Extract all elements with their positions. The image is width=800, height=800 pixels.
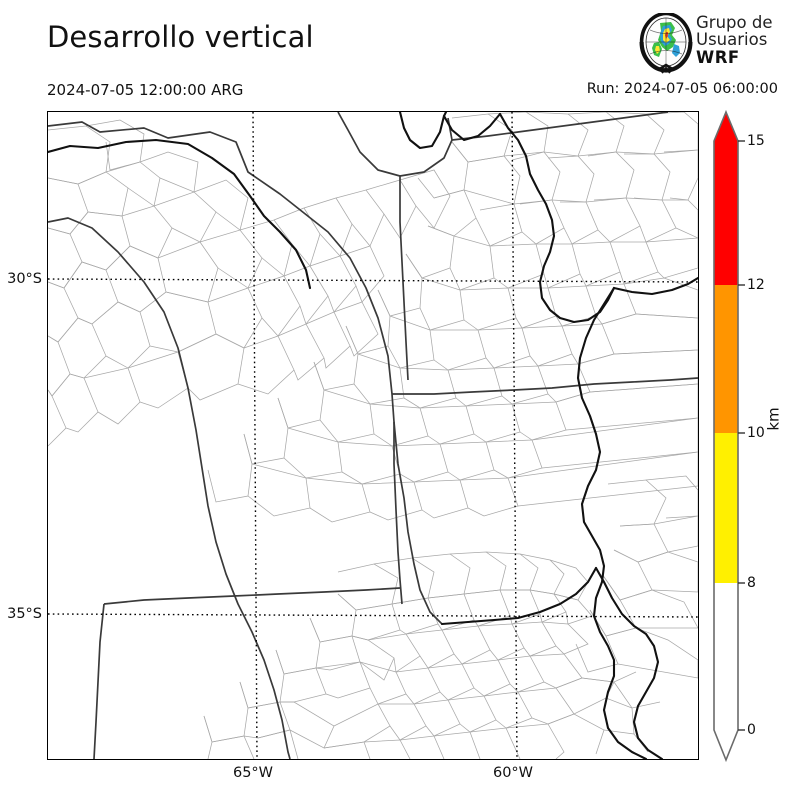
colorbar-tick-10: 10: [747, 425, 765, 441]
axis-label-lat-30S: 30°S: [7, 271, 42, 287]
colorbar-graphic: [713, 109, 745, 763]
colorbar-tick-0: 0: [747, 722, 756, 738]
logo-line-3: WRF: [696, 47, 740, 67]
colorbar-segment-red: [714, 141, 738, 285]
graticule-lat-30S: [48, 278, 698, 283]
axis-label-lat-35S: 35°S: [7, 606, 42, 622]
logo-line-2: Usuarios: [696, 30, 768, 50]
province-boundaries: [48, 112, 698, 759]
colorbar[interactable]: 15 12 10 8 0: [700, 108, 800, 768]
country-borders-coastline: [48, 112, 698, 759]
globe-emblem-icon: [639, 13, 693, 74]
logo-line-1: Grupo de: [696, 13, 773, 32]
colorbar-segment-yellow: [714, 433, 738, 583]
map-vector-layers: [48, 112, 698, 759]
axis-label-lon-60W: 60°W: [492, 765, 534, 781]
graticule-lon-65W: [252, 112, 258, 759]
colorbar-unit-label: km: [764, 407, 783, 431]
colorbar-extend-bottom: [714, 730, 738, 760]
department-boundaries: [48, 112, 698, 759]
colorbar-segment-white: [714, 583, 738, 730]
colorbar-tick-15: 15: [747, 133, 765, 149]
model-run-label: Run: 2024-07-05 06:00:00: [586, 81, 778, 97]
colorbar-extend-top: [714, 112, 738, 141]
valid-time-label: 2024-07-05 12:00:00 ARG: [47, 81, 244, 99]
wrf-user-group-logo: Grupo de Usuarios WRF: [638, 13, 796, 75]
graticule-lat-35S: [48, 613, 698, 618]
logo-text: Grupo de Usuarios WRF: [696, 13, 796, 67]
graticule-lon-60W: [511, 112, 518, 759]
page-title: Desarrollo vertical: [47, 20, 314, 54]
graticule-lines: [48, 112, 698, 759]
colorbar-tick-12: 12: [747, 277, 765, 293]
colorbar-ticks: [738, 140, 745, 731]
colorbar-tick-8: 8: [747, 575, 756, 591]
map-canvas[interactable]: [47, 111, 699, 760]
colorbar-segment-orange: [714, 285, 738, 433]
axis-label-lon-65W: 65°W: [232, 765, 274, 781]
